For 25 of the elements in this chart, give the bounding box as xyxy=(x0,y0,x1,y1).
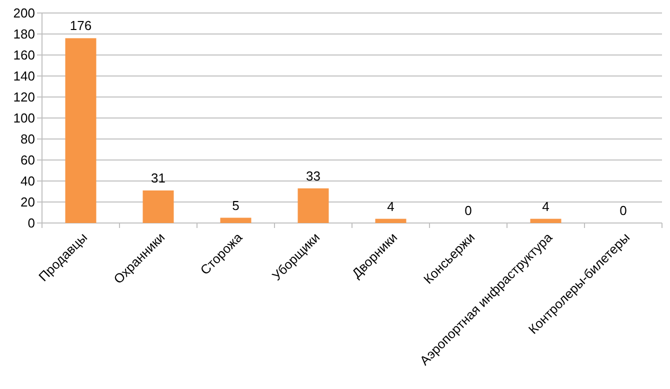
data-label: 31 xyxy=(151,170,166,186)
bar xyxy=(530,218,562,223)
data-label: 33 xyxy=(306,168,320,184)
data-label: 0 xyxy=(464,203,472,218)
data-label: 4 xyxy=(542,198,550,214)
y-tick-label: 100 xyxy=(13,110,35,126)
data-label: 5 xyxy=(232,198,240,213)
data-label: 0 xyxy=(620,203,627,218)
y-tick-label: 200 xyxy=(13,6,35,21)
y-tick-label: 120 xyxy=(13,90,35,105)
y-tick-label: 20 xyxy=(20,194,35,210)
y-tick-label: 140 xyxy=(13,68,35,84)
bar xyxy=(142,190,174,223)
y-tick-label: 80 xyxy=(20,132,35,147)
bar xyxy=(220,218,252,223)
bar xyxy=(65,38,96,223)
data-label: 4 xyxy=(387,198,394,214)
y-tick-label: 60 xyxy=(20,152,35,168)
y-tick-label: 160 xyxy=(13,48,35,63)
bar xyxy=(298,188,329,223)
y-tick-label: 40 xyxy=(20,174,35,189)
y-tick-label: 0 xyxy=(28,216,35,231)
y-tick-label: 180 xyxy=(13,26,35,42)
data-label: 176 xyxy=(70,18,92,34)
bar xyxy=(375,218,406,223)
